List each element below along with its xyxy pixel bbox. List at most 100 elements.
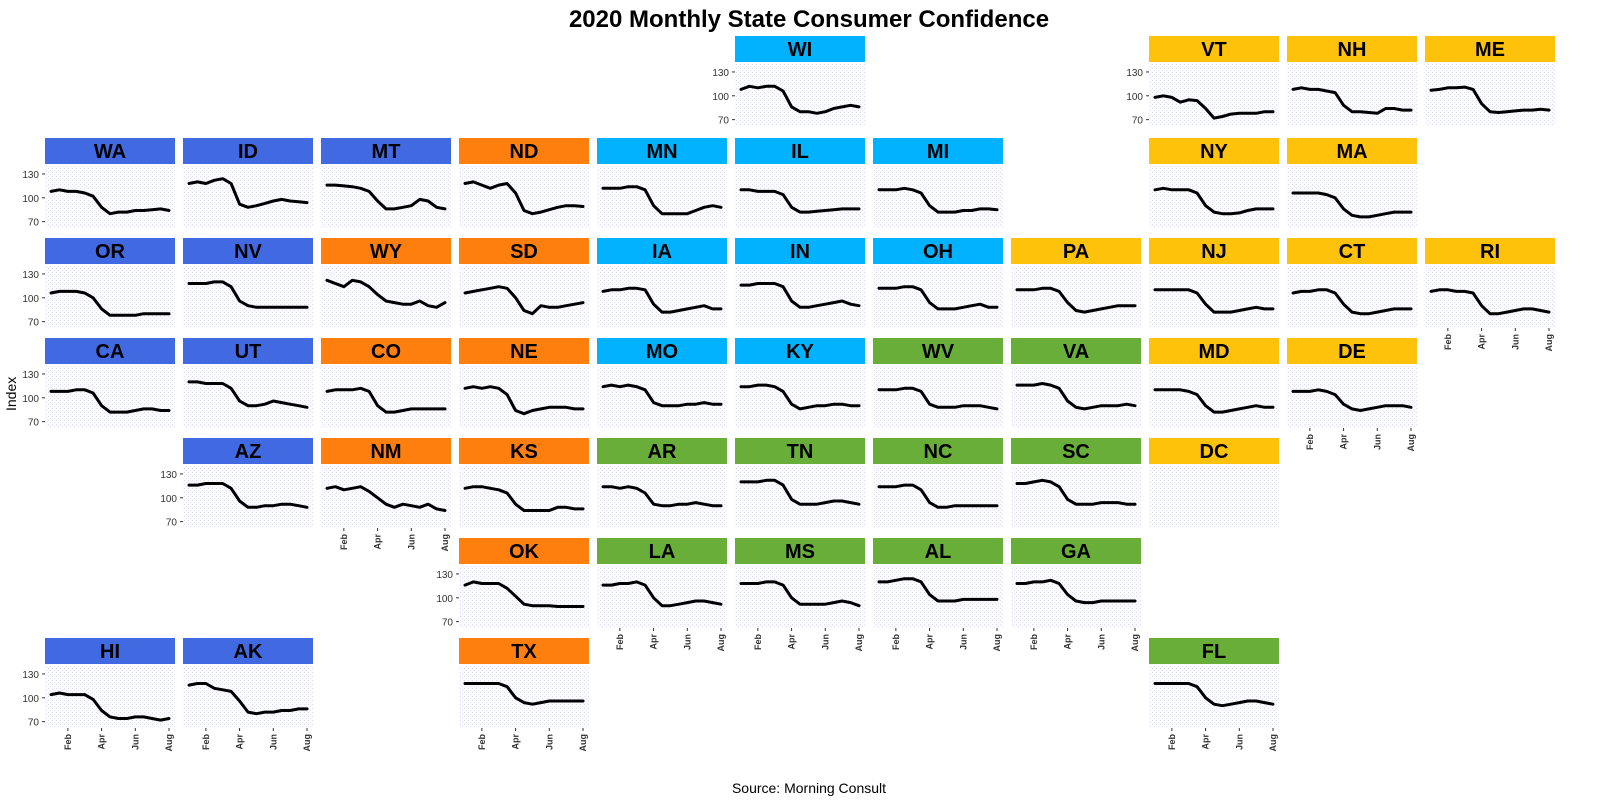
series-line-mi [877,186,999,214]
strip-label: NY [1200,141,1228,163]
x-tick-label: Apr [97,734,107,750]
strip-label: MO [646,341,678,363]
strip-label: TX [511,641,537,663]
strip-or [45,238,175,264]
strip-label: WA [94,141,126,163]
plot-area [321,366,451,428]
strip-nd [459,138,589,164]
series-line-ar [601,485,723,508]
plot-area [1287,64,1417,126]
strip-label: SD [510,241,538,263]
strip-de [1287,338,1417,364]
series-line-oh [877,285,999,311]
strip-label: ME [1475,39,1505,61]
x-tick-label: Jun [1096,634,1106,650]
strip-az [183,438,313,464]
strip-label: CT [1339,241,1366,263]
y-tick-label: 70 [166,518,178,529]
plot-area [735,166,865,228]
state-panel-nv: NV [183,238,313,328]
strip-label: LA [649,541,676,563]
series-line-me [1429,85,1551,114]
series-line-va [1015,382,1137,411]
plot-area [459,366,589,428]
strip-label: OR [95,241,126,263]
strip-label: OH [923,241,953,263]
strip-label: HI [100,641,120,663]
y-tick-label: 130 [22,370,39,381]
plot-area [735,466,865,528]
plot-area [183,166,313,228]
strip-sc [1011,438,1141,464]
plot-area [45,166,175,228]
series-line-ri [1429,288,1551,316]
strip-wv [873,338,1003,364]
state-panel-ia: IA [597,238,727,328]
plot-area [1425,266,1555,328]
y-tick-label: 130 [22,170,39,181]
plot-area [597,266,727,328]
state-panel-az: AZ 70 100 130 [160,438,313,529]
state-panel-md: MD [1149,338,1279,428]
x-tick-label: Aug [854,634,864,652]
state-panel-mt: MT [321,138,451,228]
y-tick-label: 70 [1132,116,1144,127]
strip-label: UT [235,341,262,363]
strip-co [321,338,451,364]
plot-area [1287,366,1417,428]
state-panel-id: ID [183,138,313,228]
plot-area [873,466,1003,528]
plot-area [735,366,865,428]
plot-area [1149,266,1279,328]
state-panel-in: IN [735,238,865,328]
y-tick-label: 130 [712,68,729,79]
x-tick-label: Jun [820,634,830,650]
series-line-sd [463,285,585,316]
state-panel-wy: WY [321,238,451,328]
series-line-or [49,289,171,317]
plot-area [1149,366,1279,428]
strip-label: AL [925,541,952,563]
x-tick-label: Aug [1268,734,1278,752]
state-panel-me: ME [1425,36,1555,126]
state-panel-or: OR 70 100 130 [22,238,175,329]
state-panel-nd: ND [459,138,589,228]
plot-area [459,466,589,528]
series-line-wy [325,278,447,309]
y-tick-label: 100 [22,294,39,305]
x-tick-label: Jun [1234,734,1244,750]
strip-label: RI [1480,241,1500,263]
plot-area [1011,366,1141,428]
x-tick-label: Feb [891,634,901,651]
state-panel-ar: AR [597,438,727,528]
plot-area [1011,466,1141,528]
state-panel-ma: MA [1287,138,1417,228]
strip-sd [459,238,589,264]
y-tick-label: 130 [160,470,177,481]
series-line-ks [463,485,585,512]
strip-la [597,538,727,564]
strip-oh [873,238,1003,264]
plot-area [873,166,1003,228]
strip-label: KS [510,441,538,463]
strip-label: AR [648,441,677,463]
strip-label: IA [652,241,672,263]
source-caption: Source: Morning Consult [731,780,887,796]
series-line-ky [739,383,861,411]
state-panel-oh: OH [873,238,1003,328]
x-tick-label: Apr [649,634,659,650]
strip-label: ND [510,141,539,163]
plot-area [597,566,727,628]
plot-area [459,566,589,628]
strip-label: NV [234,241,262,263]
strip-mo [597,338,727,364]
strip-al [873,538,1003,564]
x-tick-label: Feb [1167,734,1177,751]
strip-label: CO [371,341,401,363]
strip-ne [459,338,589,364]
series-line-pa [1015,286,1137,314]
strip-label: SC [1062,441,1090,463]
plot-area [1149,666,1279,728]
plot-area [1287,266,1417,328]
